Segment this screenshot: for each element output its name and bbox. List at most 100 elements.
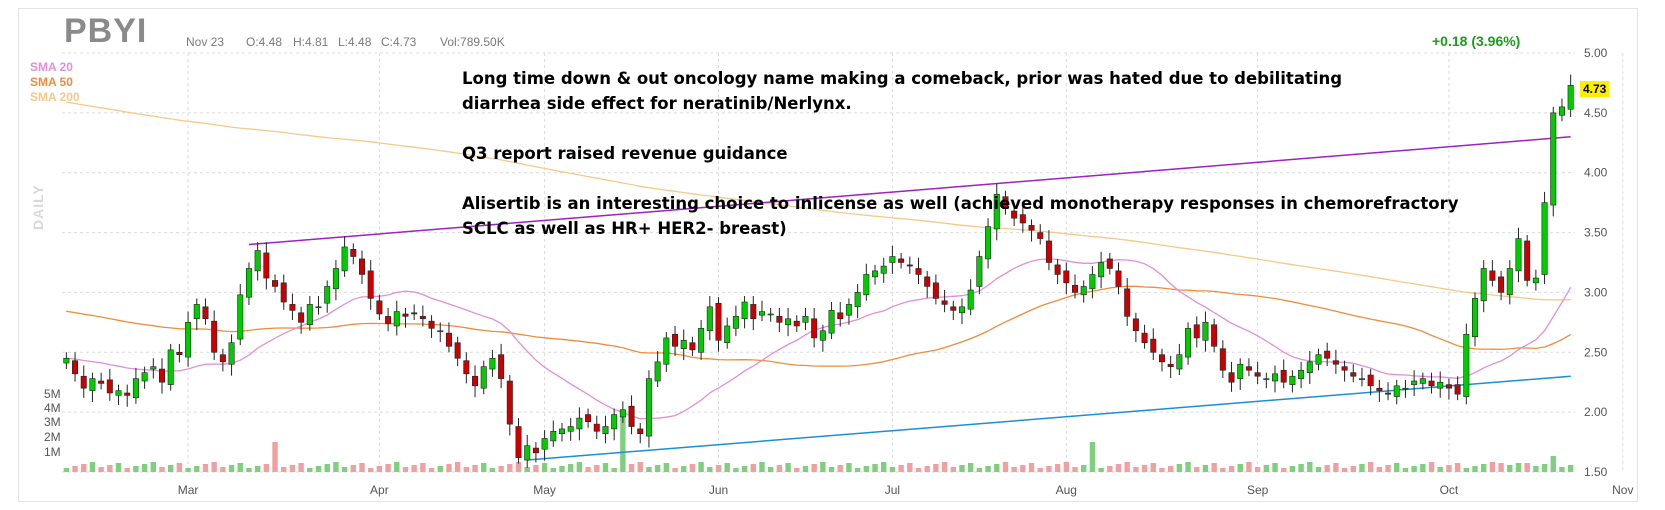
candle	[1045, 240, 1052, 263]
volume-bar	[1124, 462, 1130, 472]
volume-bar	[1385, 465, 1391, 472]
candle	[385, 316, 392, 324]
volume-bar	[681, 466, 687, 472]
volume-bar	[454, 462, 461, 472]
candle	[793, 320, 800, 327]
volume-bar	[559, 466, 565, 472]
candle	[541, 438, 548, 450]
volume-bar	[863, 466, 870, 472]
candle	[1419, 378, 1426, 384]
volume-bar	[1141, 465, 1148, 472]
candle	[776, 316, 783, 323]
quote-volume: Vol:789.50K	[440, 35, 505, 49]
candle	[402, 313, 409, 317]
candle	[1393, 385, 1400, 397]
candle	[1063, 270, 1070, 284]
candle	[237, 294, 244, 340]
volume-bar	[802, 466, 809, 472]
candle	[72, 360, 79, 375]
volume-bar	[1037, 468, 1043, 472]
volume-bar	[1089, 442, 1096, 472]
volume-bar	[646, 467, 652, 472]
y-tick-label: 4.50	[1584, 106, 1608, 120]
volume-bar	[1150, 463, 1156, 472]
candle	[663, 337, 670, 365]
volume-bar	[1211, 463, 1217, 472]
candle	[950, 306, 957, 311]
candle	[619, 409, 626, 418]
annotation-line: Long time down & out oncology name makin…	[462, 69, 1343, 88]
volume-bar	[933, 464, 939, 472]
sma50-line	[66, 285, 1572, 367]
candle	[863, 274, 870, 296]
volume-bar	[1185, 462, 1191, 472]
volume-tick-label: 5M	[44, 387, 61, 401]
candle	[1185, 328, 1192, 358]
candle	[141, 372, 148, 382]
candle	[958, 306, 965, 314]
y-tick-label: 1.50	[1584, 465, 1608, 479]
candle	[593, 423, 600, 432]
volume-bar	[1002, 462, 1009, 472]
y-tick-label: 3.50	[1584, 226, 1608, 240]
volume-bar	[1420, 464, 1426, 472]
volume-bar	[315, 466, 322, 472]
candle	[1272, 373, 1279, 382]
sma50-legend: SMA 50	[30, 75, 73, 89]
volume-bar	[1315, 467, 1322, 472]
volume-bar	[1063, 462, 1070, 472]
volume-bars	[63, 412, 1574, 472]
volume-bar	[533, 465, 539, 472]
x-tick-label: Nov	[1612, 483, 1633, 497]
candle	[1524, 240, 1531, 281]
candle	[454, 342, 461, 359]
candle	[332, 268, 339, 290]
y-tick-label: 4.00	[1584, 166, 1608, 180]
volume-bar	[1289, 466, 1296, 472]
volume-bar	[967, 463, 974, 472]
volume-bar	[1028, 463, 1035, 472]
candle	[280, 282, 287, 303]
volume-bar	[872, 464, 878, 472]
volume-bar	[654, 465, 661, 472]
candle	[132, 378, 139, 399]
candle	[880, 265, 887, 274]
volume-bar	[298, 463, 304, 472]
volume-bar	[1524, 463, 1530, 472]
annotation-line	[462, 166, 1502, 191]
candle	[1567, 85, 1574, 110]
volume-bar	[1394, 463, 1400, 472]
candle	[1280, 369, 1287, 383]
volume-tick-label: 2M	[44, 430, 61, 444]
volume-bar	[289, 465, 296, 472]
volume-bar	[594, 465, 600, 472]
volume-bar	[550, 468, 556, 472]
volume-bar	[1359, 464, 1365, 472]
volume-bar	[1272, 463, 1278, 472]
candle	[706, 306, 713, 332]
volume-bar	[89, 462, 96, 472]
volume-bar	[1489, 462, 1496, 472]
volume-bar	[620, 412, 626, 472]
volume-bar	[524, 467, 530, 472]
volume-bar	[1072, 467, 1078, 472]
volume-bar	[202, 464, 209, 472]
x-tick-label: Jun	[709, 483, 728, 497]
candle	[98, 380, 105, 384]
candle	[411, 312, 418, 315]
candle	[315, 306, 322, 309]
candle	[480, 366, 487, 389]
candle	[845, 304, 852, 316]
candle	[1002, 196, 1009, 209]
candle	[1263, 378, 1270, 380]
volume-bar	[1159, 468, 1165, 472]
volume-bar	[750, 464, 756, 472]
candle	[1463, 334, 1470, 397]
volume-bar	[1507, 465, 1513, 472]
volume-bar	[585, 467, 591, 472]
candle	[159, 368, 165, 383]
candle	[828, 310, 835, 334]
quote-low: L:4.48	[338, 35, 372, 49]
candle	[437, 330, 444, 333]
